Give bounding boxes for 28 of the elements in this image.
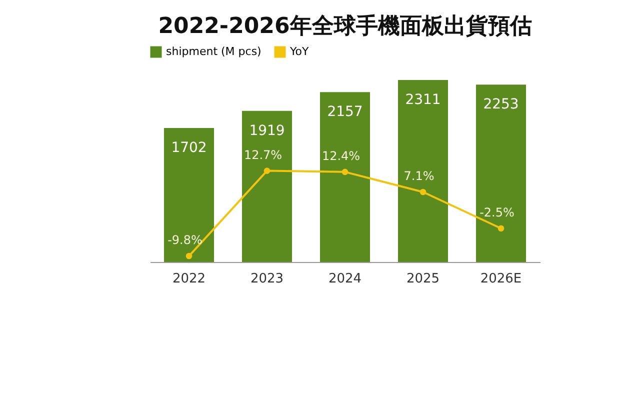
- bar: [476, 84, 526, 262]
- point: [420, 188, 426, 196]
- data-label: -9.8%: [168, 233, 202, 247]
- point: [342, 168, 348, 176]
- point: [498, 225, 504, 232]
- legend-label: shipment (M pcs): [166, 45, 262, 58]
- chart-title: 2022-2026年全球手機面板出貨預估: [158, 14, 532, 39]
- x-tick-label: 2025: [406, 272, 440, 286]
- bar: [242, 110, 292, 262]
- point: [264, 168, 270, 174]
- data-label: 2253: [483, 96, 519, 113]
- data-label: 1702: [171, 140, 207, 156]
- x-tick-label: 2022: [172, 272, 206, 286]
- x-tick-label: 2026E: [480, 272, 522, 286]
- bar: [398, 80, 448, 262]
- bar: [164, 128, 214, 262]
- data-label: 12.4%: [322, 148, 360, 163]
- x-tick-label: 2024: [328, 272, 362, 286]
- data-label: 2311: [405, 92, 441, 108]
- data-label: 7.1%: [404, 169, 434, 184]
- data-label: 12.7%: [244, 148, 282, 162]
- point: [186, 252, 192, 260]
- data-label: 1919: [249, 122, 285, 139]
- x-tick-label: 2023: [250, 272, 284, 286]
- bar: [320, 92, 370, 262]
- data-label: 2157: [327, 104, 363, 120]
- data-label: -2.5%: [480, 205, 514, 220]
- legend-label: YoY: [289, 45, 309, 58]
